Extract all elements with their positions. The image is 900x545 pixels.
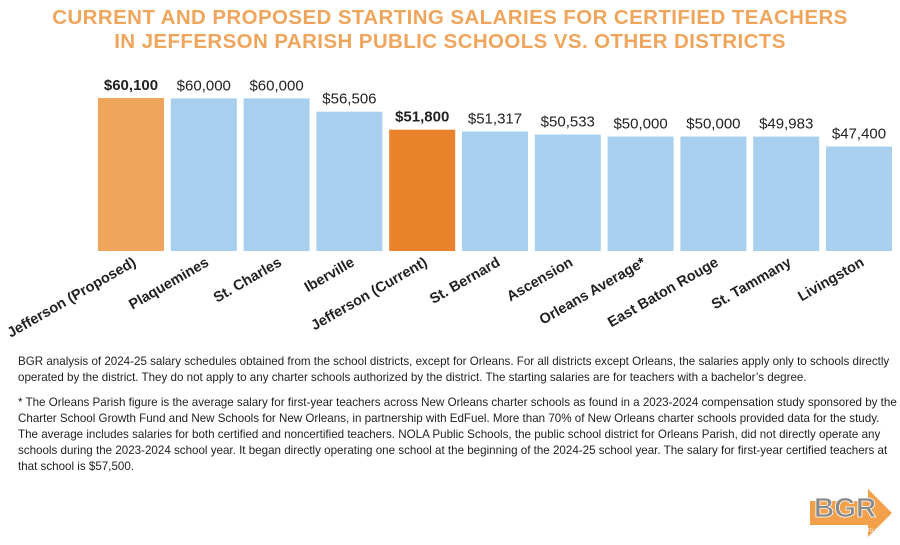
- bgr-logo: BGR We report to you.: [810, 487, 892, 539]
- category-label-iberville: Iberville: [302, 255, 357, 296]
- logo-text: BGR: [814, 492, 876, 523]
- logo-arrow-shape: [810, 489, 892, 537]
- category-label-st-charles: St. Charles: [211, 255, 285, 307]
- category-label-plaquemines: Plaquemines: [126, 255, 211, 314]
- category-label-st-bernard: St. Bernard: [427, 255, 503, 308]
- value-label-st-tammany: $49,983: [759, 116, 813, 133]
- bar-jefferson-proposed: [98, 98, 164, 251]
- chart-title-line-2: IN JEFFERSON PARISH PUBLIC SCHOOLS VS. O…: [114, 30, 786, 53]
- value-label-st-charles: $60,000: [249, 77, 303, 94]
- bar-st-charles: [243, 98, 310, 252]
- bar-st-tammany: [753, 136, 820, 251]
- value-label-orleans-average: $50,000: [613, 116, 667, 133]
- bar-livingston: [826, 146, 892, 251]
- bar-st-bernard: [462, 131, 528, 251]
- value-label-jefferson-current: $51,800: [395, 109, 449, 126]
- value-label-livingston: $47,400: [832, 126, 886, 143]
- value-label-east-baton-rouge: $50,000: [686, 116, 740, 133]
- bar-orleans-average: [607, 136, 674, 251]
- logo-tagline: We report to you.: [840, 528, 886, 534]
- value-label-plaquemines: $60,000: [177, 77, 231, 94]
- note-paragraph-2: * The Orleans Parish figure is the avera…: [18, 396, 897, 473]
- category-label-st-tammany: St. Tammany: [709, 255, 794, 313]
- value-label-ascension: $50,533: [541, 114, 595, 131]
- category-label-jefferson-current: Jefferson (Current): [308, 255, 430, 335]
- value-label-st-bernard: $51,317: [468, 111, 522, 128]
- category-label-jefferson-proposed: Jefferson (Proposed): [5, 255, 139, 342]
- chart-title: CURRENT AND PROPOSED STARTING SALARIES F…: [0, 6, 900, 54]
- chart-notes: BGR analysis of 2024-25 salary schedules…: [18, 354, 898, 484]
- bar-jefferson-current: [389, 129, 456, 251]
- bar-ascension: [534, 134, 601, 251]
- value-label-jefferson-proposed: $60,100: [104, 77, 158, 94]
- note-paragraph-1: BGR analysis of 2024-25 salary schedules…: [18, 355, 890, 384]
- bar-iberville: [316, 111, 383, 251]
- value-label-iberville: $56,506: [322, 91, 376, 108]
- chart-title-line-1: CURRENT AND PROPOSED STARTING SALARIES F…: [52, 6, 848, 29]
- bar-chart: $60,100 Jefferson (Proposed) $60,000 Plaque…: [5, 77, 892, 342]
- category-label-livingston: Livingston: [796, 255, 867, 306]
- bar-east-baton-rouge: [680, 136, 747, 251]
- bar-plaquemines: [170, 98, 237, 252]
